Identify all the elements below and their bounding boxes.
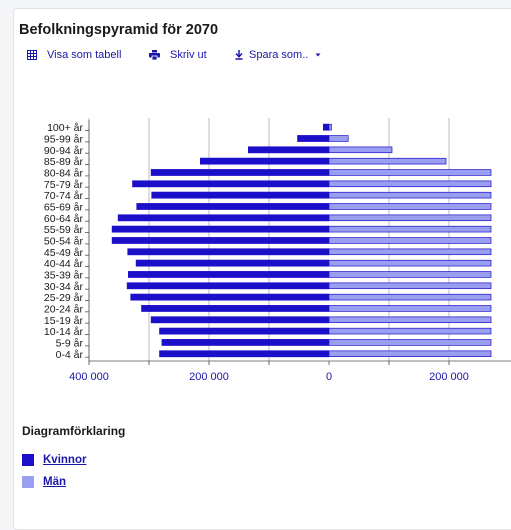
bar-men <box>328 327 492 335</box>
bar-men <box>328 293 492 301</box>
bar-men <box>328 237 492 244</box>
bar-men <box>328 339 492 346</box>
bar-women <box>150 169 329 176</box>
legend-label-women: Kvinnor <box>43 454 87 466</box>
legend-title: Diagramförklaring <box>22 424 126 438</box>
caret-down-icon <box>315 53 321 57</box>
print-button[interactable]: Skriv ut <box>149 49 207 61</box>
bar-men <box>328 169 492 176</box>
print-icon <box>149 50 160 60</box>
chart-card <box>13 8 511 530</box>
table-icon <box>27 50 37 60</box>
bar-women <box>135 259 329 267</box>
y-tick-label: 85-89 år <box>44 156 84 168</box>
bar-women <box>150 316 329 324</box>
bar-women <box>117 214 329 222</box>
page-title: Befolkningspyramid för 2070 <box>19 22 219 38</box>
show-as-table-label: Visa som tabell <box>47 49 122 61</box>
y-tick-label: 60-64 år <box>44 213 84 225</box>
print-label: Skriv ut <box>170 49 207 61</box>
y-tick-label: 80-84 år <box>44 167 84 179</box>
legend-label-men: Män <box>43 476 66 488</box>
bar-women <box>248 146 329 154</box>
bar-women <box>161 339 329 346</box>
bar-men <box>328 282 492 290</box>
y-tick-label: 95-99 år <box>44 133 84 145</box>
bar-men <box>328 305 492 312</box>
legend-item-women[interactable]: Kvinnor <box>22 454 86 466</box>
bar-men <box>328 123 332 131</box>
save-as-label: Spara som.. <box>249 49 309 61</box>
y-tick-label: 5-9 år <box>56 337 84 349</box>
y-tick-label: 35-39 år <box>44 269 84 281</box>
y-tick-label: 10-14 år <box>44 326 84 338</box>
y-tick-label: 25-29 år <box>44 292 84 304</box>
bar-women <box>126 282 329 290</box>
y-tick-label: 0-4 år <box>56 349 84 361</box>
bar-men <box>328 259 492 267</box>
y-tick-label: 70-74 år <box>44 190 84 202</box>
bar-men <box>328 135 349 142</box>
bar-men <box>328 191 492 199</box>
bar-women <box>151 191 329 199</box>
bar-women <box>127 248 330 256</box>
bar-men <box>328 248 492 256</box>
y-tick-label: 65-69 år <box>44 201 84 213</box>
bar-men <box>328 157 447 165</box>
bar-women <box>136 203 329 210</box>
y-tick-label: 45-49 år <box>44 247 84 259</box>
bar-women <box>111 225 329 233</box>
y-tick-label: 40-44 år <box>44 258 84 270</box>
legend-item-men[interactable]: Män <box>22 476 66 488</box>
x-tick-label: 200 000 <box>189 371 229 383</box>
bar-women <box>159 350 329 358</box>
legend-swatch-women <box>22 454 34 466</box>
bar-men <box>328 214 492 222</box>
bar-women <box>130 293 329 301</box>
y-tick-label: 100+ år <box>47 122 83 134</box>
bar-women <box>200 157 329 165</box>
x-tick-label: 200 000 <box>429 371 469 383</box>
bar-men <box>328 203 492 210</box>
show-as-table-button[interactable]: Visa som tabell <box>27 49 121 61</box>
bar-women <box>128 271 329 278</box>
x-tick-label: 0 <box>326 371 332 383</box>
y-tick-label: 50-54 år <box>44 235 84 247</box>
download-icon <box>235 50 243 60</box>
y-tick-label: 90-94 år <box>44 145 84 157</box>
bar-men <box>328 350 492 358</box>
bar-women <box>323 123 329 131</box>
save-as-dropdown[interactable]: Spara som.. <box>235 49 322 61</box>
bar-men <box>328 225 492 233</box>
bar-women <box>111 237 329 244</box>
bar-women <box>132 180 329 188</box>
x-tick-label: 400 000 <box>69 371 109 383</box>
bar-men <box>328 271 492 278</box>
y-tick-label: 75-79 år <box>44 179 84 191</box>
bar-women <box>141 305 329 312</box>
bar-women <box>159 327 329 335</box>
bar-men <box>328 180 492 188</box>
bar-men <box>328 316 492 324</box>
y-tick-label: 20-24 år <box>44 303 84 315</box>
y-tick-label: 15-19 år <box>44 315 84 327</box>
bar-men <box>328 146 393 154</box>
legend-swatch-men <box>22 476 34 488</box>
bar-women <box>297 135 329 142</box>
y-tick-label: 55-59 år <box>44 224 84 236</box>
y-tick-label: 30-34 år <box>44 281 84 293</box>
